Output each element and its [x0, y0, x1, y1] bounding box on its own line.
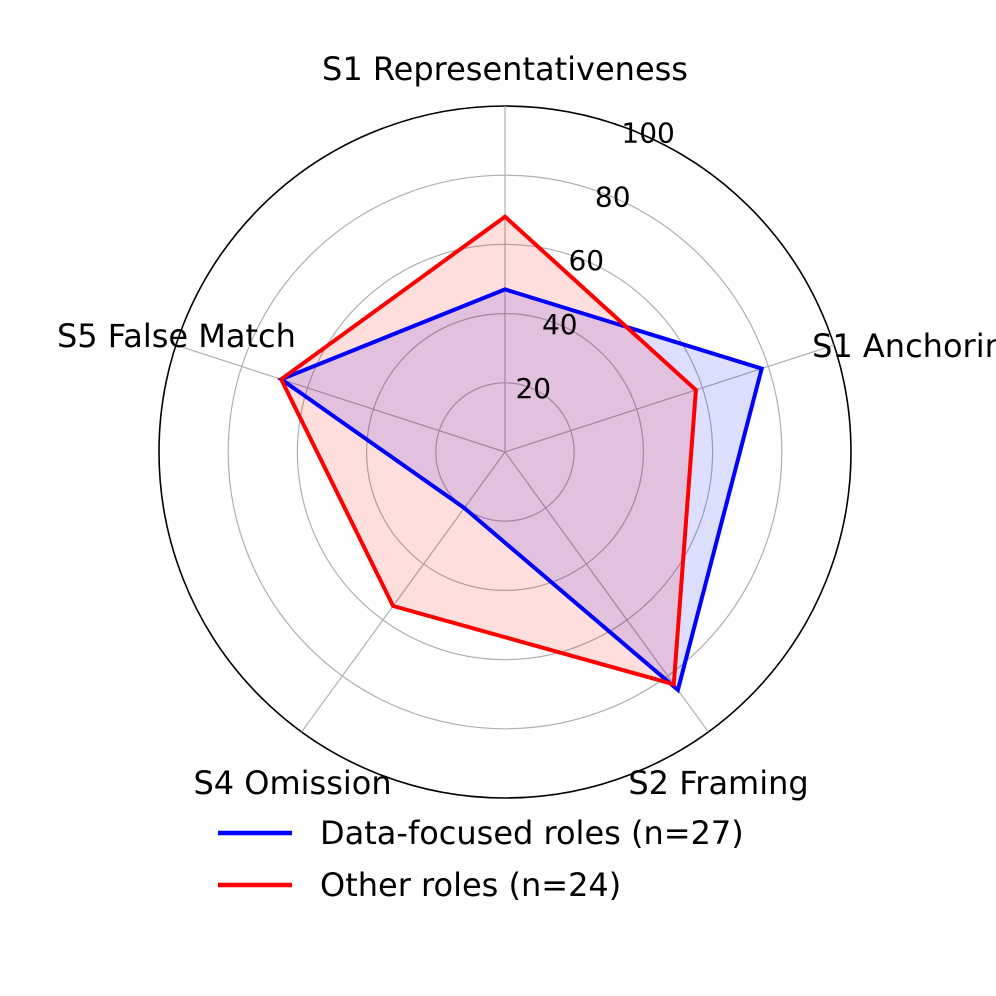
grid-spoke [301, 451, 506, 733]
series-line [277, 287, 765, 694]
series-fill [281, 289, 762, 690]
axis-label: S4 Omission [193, 764, 391, 802]
axis-label: S2 Framing [628, 764, 808, 802]
legend-label: Other roles (n=24) [320, 866, 621, 904]
r-tick-label: 40 [542, 308, 578, 341]
legend: Data-focused roles (n=27) Other roles (n=… [218, 814, 744, 904]
grid-spoke [504, 344, 835, 453]
label-layer: 20 40 60 80 100 S1 Representativeness S1 Ancho… [57, 50, 996, 802]
axis-label: S1 Representativeness [322, 50, 688, 88]
grid-spoke [175, 344, 506, 453]
r-tick-label: 60 [568, 244, 604, 277]
r-tick-label: 80 [595, 180, 631, 213]
axis-label: S1 Anchoring [812, 327, 996, 365]
r-tick-label: 20 [515, 372, 551, 405]
grid-layer [158, 105, 852, 799]
series-layer [277, 214, 765, 694]
r-tick-label: 100 [621, 116, 674, 149]
axis-label: S5 False Match [57, 317, 296, 355]
series-line [278, 214, 698, 687]
series-fill [281, 216, 696, 685]
legend-label: Data-focused roles (n=27) [320, 814, 744, 852]
